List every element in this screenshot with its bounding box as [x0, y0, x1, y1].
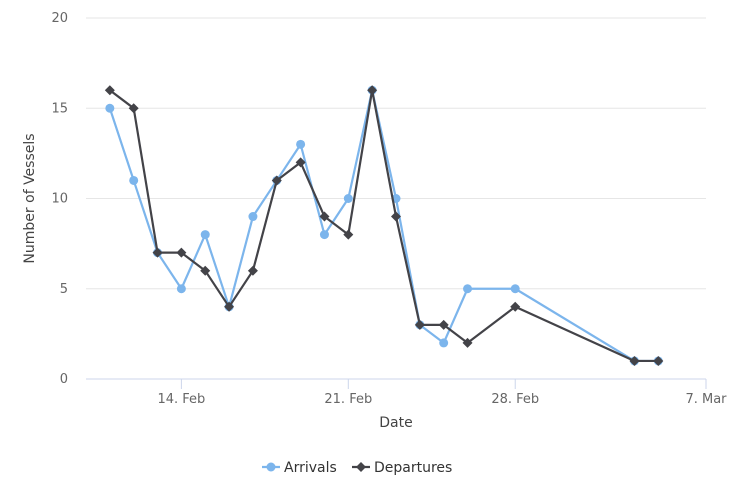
data-point [296, 139, 306, 149]
data-point [104, 85, 115, 96]
x-tick-label: 21. Feb [324, 392, 372, 407]
data-point [414, 319, 425, 330]
data-point [510, 284, 520, 294]
legend-label: Departures [374, 460, 452, 476]
legend-item-departures[interactable]: Departures [352, 460, 452, 476]
legend-label: Arrivals [284, 460, 337, 476]
data-point [224, 301, 235, 312]
data-point [391, 211, 401, 222]
y-tick-label: 10 [51, 192, 68, 207]
x-tick-label: 7. Mar [685, 392, 727, 407]
data-point [319, 230, 329, 240]
y-tick-label: 20 [51, 11, 68, 26]
legend-marker-icon [266, 462, 276, 472]
x-axis-title: Date [379, 415, 412, 431]
y-tick-label: 5 [60, 282, 68, 297]
series-layer [104, 85, 664, 366]
data-point [105, 103, 115, 113]
x-tick-label: 14. Feb [157, 392, 205, 407]
series-arrivals [105, 85, 663, 366]
data-point [152, 247, 163, 258]
axes: 0 5 10 15 20 14. Feb 21. Feb 28. Feb 7. Mar [51, 11, 727, 407]
data-point [343, 229, 354, 240]
data-point [319, 211, 330, 222]
series-departures [104, 85, 664, 366]
data-point [247, 265, 258, 276]
data-point [439, 338, 449, 348]
legend: Arrivals Departures [262, 460, 452, 476]
data-point [248, 212, 258, 222]
data-point [367, 85, 378, 96]
data-point [271, 175, 282, 186]
legend-marker-icon [356, 462, 366, 472]
data-point [462, 337, 473, 348]
legend-item-arrivals[interactable]: Arrivals [262, 460, 337, 476]
data-point [129, 175, 139, 185]
y-tick-label: 15 [51, 101, 68, 116]
data-point [128, 103, 139, 114]
data-point [463, 284, 473, 294]
x-tick-label: 28. Feb [491, 392, 539, 407]
data-point [438, 319, 449, 330]
y-tick-label: 0 [60, 372, 68, 387]
data-point [343, 194, 353, 203]
data-point [510, 301, 521, 312]
data-point [200, 265, 211, 276]
series-line [108, 89, 660, 363]
series-line [108, 89, 660, 363]
data-point [200, 230, 210, 240]
data-point [176, 247, 187, 258]
data-point [653, 355, 664, 366]
data-point [629, 355, 640, 366]
y-axis-title: Number of Vessels [22, 133, 38, 263]
data-point [295, 157, 306, 168]
data-point [176, 284, 186, 294]
